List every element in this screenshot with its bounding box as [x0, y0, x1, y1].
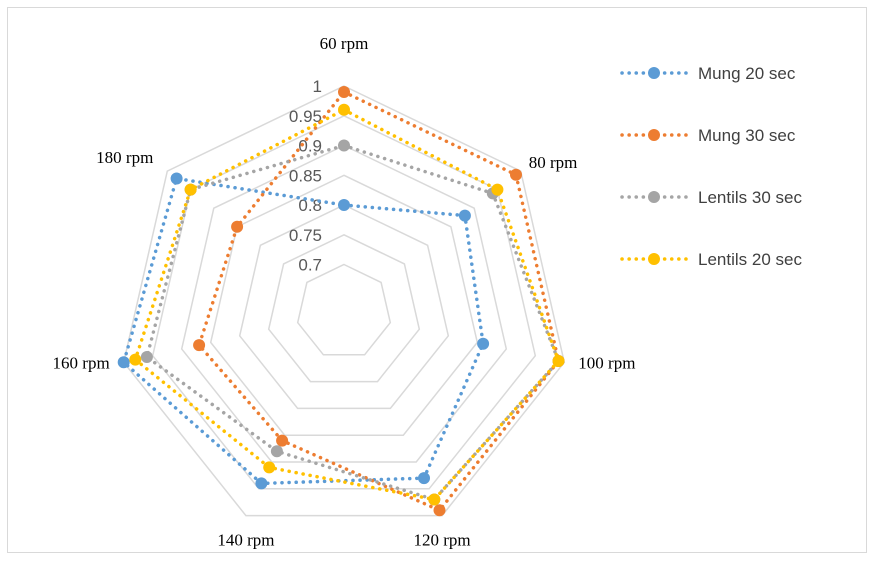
- legend-item-mung-20-sec: Mung 20 sec: [620, 64, 796, 83]
- grid-ring: [180, 144, 508, 463]
- legend-label: Lentils 30 sec: [698, 188, 802, 207]
- tick-label: 0.95: [289, 107, 322, 126]
- series-lentils-20-sec: [129, 103, 565, 506]
- data-point: [338, 103, 350, 116]
- data-point: [428, 493, 441, 506]
- axis-label-160-rpm: 160 rpm: [53, 353, 110, 372]
- data-point: [231, 220, 244, 233]
- series-line: [144, 143, 561, 502]
- data-point: [129, 353, 142, 366]
- data-point: [140, 351, 153, 363]
- data-point: [170, 172, 183, 185]
- data-point: [338, 139, 350, 152]
- legend-label: Mung 20 sec: [698, 64, 796, 83]
- legend-marker: [648, 67, 660, 79]
- data-point: [477, 337, 490, 350]
- grid-ring: [151, 114, 537, 490]
- data-point: [263, 461, 276, 474]
- data-point: [338, 86, 350, 98]
- data-point: [458, 209, 471, 222]
- series-line: [121, 176, 485, 486]
- tick-label: 1: [313, 77, 322, 96]
- tick-label: 0.9: [298, 137, 322, 156]
- axis-label-100-rpm: 100 rpm: [578, 353, 635, 372]
- grid-ring: [267, 233, 421, 383]
- series-layer: [117, 86, 565, 517]
- series-line: [133, 107, 561, 502]
- data-point: [510, 168, 522, 181]
- grid-ring: [238, 204, 450, 410]
- legend-item-lentils-20-sec: Lentils 20 sec: [620, 250, 802, 269]
- data-point: [276, 434, 289, 447]
- tick-label: 0.85: [289, 166, 322, 185]
- legend-marker: [648, 191, 660, 203]
- grid-layer: [122, 85, 566, 517]
- series-line: [197, 89, 561, 513]
- data-point: [491, 183, 504, 196]
- chart-frame: [7, 7, 867, 553]
- data-point: [255, 477, 268, 490]
- grid-ring: [122, 85, 566, 517]
- data-point: [552, 355, 565, 367]
- data-point: [418, 472, 430, 485]
- axis-label-140-rpm: 140 rpm: [217, 531, 274, 550]
- data-point: [117, 356, 130, 369]
- series-mung-30-sec: [193, 86, 565, 517]
- axis-label-60-rpm: 60 rpm: [320, 34, 369, 53]
- series-mung-20-sec: [117, 172, 490, 490]
- legend-marker: [648, 129, 660, 141]
- data-point: [433, 504, 446, 517]
- tick-label: 0.8: [298, 196, 322, 215]
- legend-item-mung-30-sec: Mung 30 sec: [620, 126, 796, 145]
- tick-label: 0.75: [289, 226, 322, 245]
- data-point: [184, 183, 197, 196]
- tick-label: 0.7: [298, 256, 322, 275]
- axis-label-layer: 60 rpm 80 rpm 100 rpm 120 rpm 140 rpm 160 rpm…: [53, 34, 636, 550]
- legend: Mung 20 sec Mung 30 sec Lentils 30 sec Lent…: [620, 64, 802, 269]
- axis-label-120-rpm: 120 rpm: [414, 531, 471, 550]
- tick-label-layer: 0.7 0.75 0.8 0.85 0.9 0.95 1: [289, 77, 322, 275]
- legend-label: Mung 30 sec: [698, 126, 796, 145]
- data-point: [338, 199, 350, 211]
- grid-ring: [296, 263, 392, 356]
- grid-ring: [209, 174, 479, 436]
- legend-label: Lentils 20 sec: [698, 250, 802, 269]
- data-point: [270, 445, 283, 458]
- legend-marker: [648, 253, 660, 265]
- legend-item-lentils-30-sec: Lentils 30 sec: [620, 188, 802, 207]
- data-point: [193, 339, 206, 352]
- axis-label-180-rpm: 180 rpm: [96, 148, 153, 167]
- axis-label-80-rpm: 80 rpm: [529, 153, 578, 172]
